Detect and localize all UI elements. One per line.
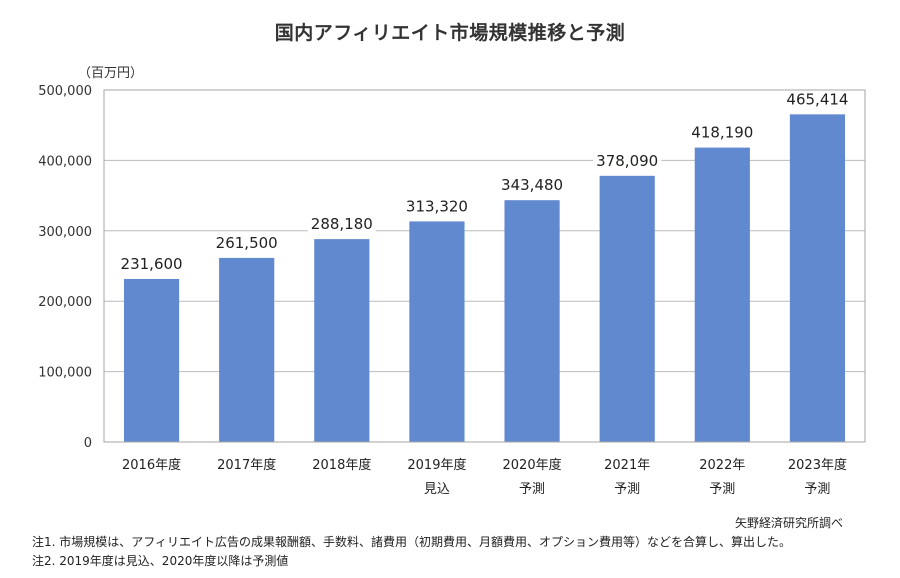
- data-label-background: [688, 123, 757, 142]
- x-axis-labels: 2016年度 2017年度 2018年度 2019年度見込2020年度予測2021年予…: [122, 457, 847, 497]
- data-label: 465,414: [786, 90, 848, 108]
- data-label-background: [212, 233, 281, 252]
- bar: [694, 147, 750, 442]
- data-label: 313,320: [406, 197, 468, 215]
- bar: [599, 175, 655, 442]
- data-label-background: [117, 254, 186, 273]
- x-tick-sublabel: 予測: [519, 482, 545, 497]
- x-tick-sublabel: 予測: [614, 482, 640, 497]
- x-tick-label: 2023年度: [788, 457, 847, 473]
- data-label: 261,500: [216, 234, 278, 252]
- y-tick-label: 200,000: [38, 295, 92, 310]
- y-tick-label: 100,000: [38, 366, 92, 381]
- x-tick-sublabel: 見込: [424, 482, 450, 497]
- data-label: 343,480: [501, 176, 563, 194]
- bar: [314, 239, 370, 442]
- x-tick-label: 2017年度: [217, 457, 276, 473]
- bar: [409, 221, 465, 442]
- footnote-2: 注2. 2019年度は見込、2020年度以降は予測値: [32, 554, 289, 568]
- gridlines: [104, 159, 865, 373]
- data-label-background: [593, 151, 662, 170]
- y-tick-label: 300,000: [38, 225, 92, 240]
- bar: [219, 257, 275, 442]
- data-label-background: [783, 90, 852, 109]
- bar: [789, 114, 846, 442]
- data-label-background: [498, 176, 567, 195]
- bars: [123, 114, 846, 442]
- data-label: 418,190: [691, 124, 753, 142]
- y-tick-label: 500,000: [38, 84, 92, 99]
- x-tick-label: 2020年度: [503, 457, 562, 473]
- y-tick-label: 400,000: [38, 154, 92, 169]
- data-label: 231,600: [121, 255, 183, 273]
- x-tick-label: 2018年度: [312, 457, 371, 473]
- footnote-1: 注1. 市場規模は、アフィリエイト広告の成果報酬額、手数料、諸費用（初期費用、月…: [32, 535, 792, 549]
- data-label-background: [402, 197, 471, 216]
- x-tick-label: 2021年: [604, 458, 650, 473]
- y-axis-ticks: 0 100,000 200,000 300,000 400,000 500,000: [38, 84, 92, 451]
- x-tick-sublabel: 予測: [709, 482, 735, 497]
- plot-area-frame: [103, 89, 866, 443]
- bar: [504, 200, 560, 442]
- x-tick-label: 2016年度: [122, 457, 181, 473]
- bar-chart: 0 100,000 200,000 300,000 400,000 500,000 231…: [38, 84, 866, 497]
- source-credit: 矢野経済研究所調べ: [735, 516, 844, 530]
- data-label: 378,090: [596, 152, 658, 170]
- data-label-background: [307, 215, 376, 234]
- bar: [123, 278, 180, 442]
- x-tick-label: 2019年度: [407, 457, 466, 473]
- y-axis-unit-label: （百万円）: [78, 66, 144, 81]
- x-tick-label: 2022年: [699, 458, 745, 473]
- data-label: 288,180: [311, 215, 373, 233]
- y-tick-label: 0: [84, 436, 92, 451]
- chart-title: 国内アフィリエイト市場規模推移と予測: [274, 22, 626, 44]
- data-labels: 231,600 261,500 288,180 313,320 343,480 378,0…: [117, 90, 852, 273]
- x-tick-sublabel: 予測: [804, 482, 830, 497]
